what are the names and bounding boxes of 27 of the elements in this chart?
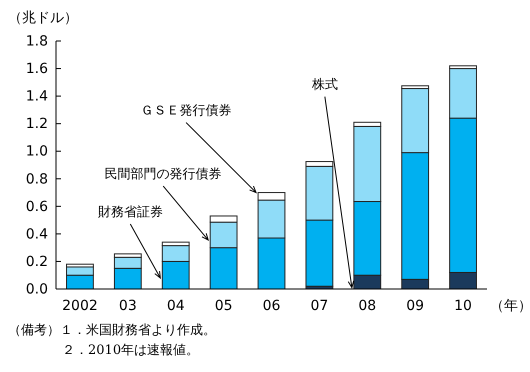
x-tick-label: 10 <box>454 298 472 314</box>
text: ２．2010年は速報値。 <box>62 343 200 358</box>
x-tick-label: 05 <box>214 298 233 314</box>
y-tick-label: 0.6 <box>26 198 48 215</box>
y-tick-label: 1.2 <box>26 116 48 132</box>
y-tick-label: 0.2 <box>26 254 48 270</box>
text: 財務省証券 <box>98 204 163 220</box>
x-tick-label: 06 <box>262 298 280 314</box>
x-tick-label: 2002 <box>62 298 98 314</box>
text: （備考）１．米国財務省より作成。 <box>8 323 216 338</box>
text: ＧＳＥ発行債券 <box>140 104 232 119</box>
x-tick-label: 09 <box>406 298 424 314</box>
x-tick-label: 07 <box>310 298 328 314</box>
text: 株式 <box>310 78 338 93</box>
y-tick-label: 0.8 <box>26 171 48 188</box>
x-tick-label: 08 <box>358 298 376 314</box>
x-tick-label: 04 <box>166 298 185 314</box>
y-tick-label: 1.4 <box>26 88 48 105</box>
y-axis-title: （兆ドル） <box>8 10 78 26</box>
text: 民間部門の発行債券 <box>104 167 222 182</box>
y-tick-label: 0.0 <box>26 281 48 298</box>
x-tick-label: 03 <box>118 298 137 314</box>
x-axis-title: （年） <box>490 298 530 314</box>
y-tick-label: 1.0 <box>26 144 48 160</box>
y-tick-label: 0.4 <box>26 226 48 242</box>
y-tick-label: 1.6 <box>26 61 48 78</box>
y-tick-label: 1.8 <box>26 33 48 50</box>
